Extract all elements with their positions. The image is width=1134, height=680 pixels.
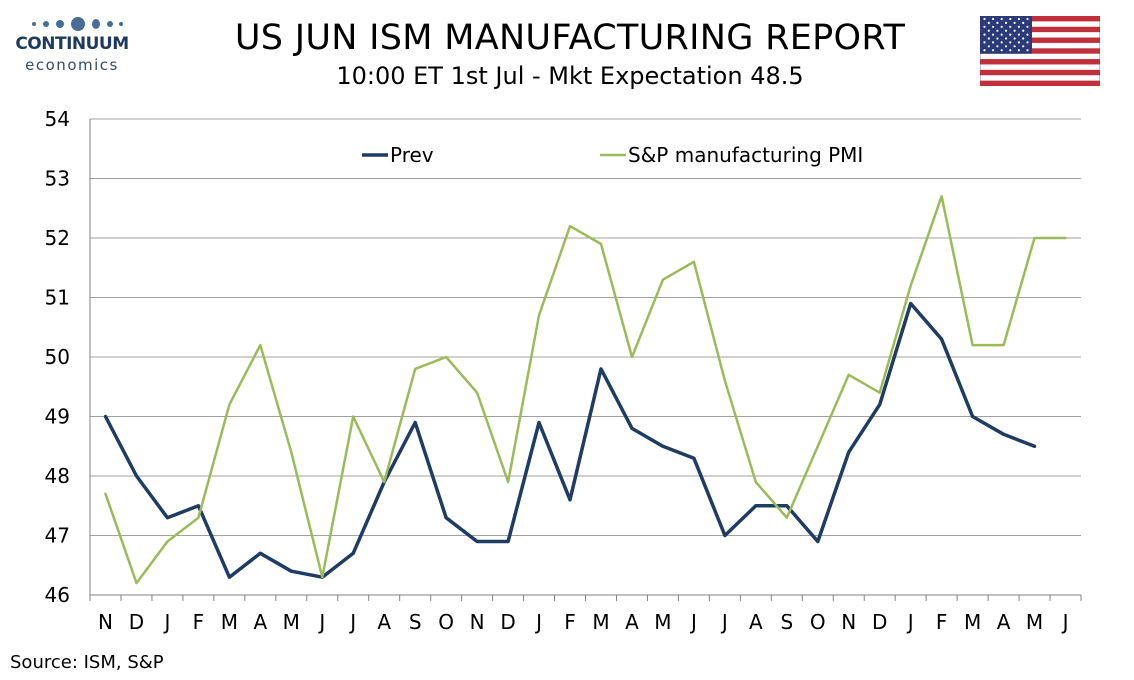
y-tick-label: 51 xyxy=(45,286,70,310)
series-line-sp-pmi xyxy=(104,195,1067,585)
y-tick-label: 47 xyxy=(45,524,70,548)
chart-subtitle: 10:00 ET 1st Jul - Mkt Expectation 48.5 xyxy=(336,62,804,90)
x-tick-label: N xyxy=(98,610,113,634)
x-tick-label: N xyxy=(470,610,485,634)
x-tick-label: J xyxy=(720,610,728,634)
y-tick-label: 53 xyxy=(45,167,70,191)
x-tick-label: M xyxy=(1026,610,1043,634)
x-tick-label: D xyxy=(129,610,144,634)
chart-title: US JUN ISM MANUFACTURING REPORT xyxy=(234,18,906,58)
x-tick-label: M xyxy=(654,610,671,634)
source-note: Source: ISM, S&P xyxy=(10,652,164,673)
x-tick-label: M xyxy=(592,610,609,634)
x-tick-label: A xyxy=(377,610,391,634)
x-tick-label: A xyxy=(749,610,763,634)
x-tick-label: J xyxy=(906,610,914,634)
x-tick-label: J xyxy=(1061,610,1069,634)
legend-label: S&P manufacturing PMI xyxy=(628,143,863,167)
series-line-prev xyxy=(103,301,1037,579)
x-tick-label: J xyxy=(348,610,356,634)
x-tick-label: J xyxy=(317,610,325,634)
x-tick-label: D xyxy=(500,610,515,634)
legend-label: Prev xyxy=(390,143,434,167)
y-tick-label: 46 xyxy=(45,583,70,607)
x-tick-label: S xyxy=(409,610,422,634)
y-tick-label: 54 xyxy=(45,107,70,131)
y-tick-label: 50 xyxy=(45,345,70,369)
x-tick-label: M xyxy=(964,610,981,634)
x-tick-label: M xyxy=(221,610,238,634)
x-tick-label: A xyxy=(625,610,639,634)
x-tick-label: A xyxy=(253,610,267,634)
x-tick-label: O xyxy=(810,610,826,634)
logo-name: CONTINUUM xyxy=(15,34,129,54)
x-tick-label: M xyxy=(283,610,300,634)
x-tick-label: N xyxy=(841,610,856,634)
x-tick-label: S xyxy=(780,610,793,634)
x-tick-label: O xyxy=(438,610,454,634)
logo-subtitle: economics xyxy=(25,56,119,74)
us-flag-icon xyxy=(980,16,1100,86)
x-tick-label: A xyxy=(997,610,1011,634)
y-tick-label: 48 xyxy=(45,464,70,488)
x-tick-label: F xyxy=(936,610,948,634)
y-tick-label: 52 xyxy=(45,226,70,250)
x-tick-label: F xyxy=(193,610,205,634)
x-tick-label: F xyxy=(564,610,576,634)
x-tick-label: J xyxy=(689,610,697,634)
x-tick-label: J xyxy=(162,610,170,634)
logo-dots-icon xyxy=(32,17,123,31)
y-tick-label: 49 xyxy=(45,405,70,429)
x-tick-label: J xyxy=(534,610,542,634)
x-tick-label: D xyxy=(872,610,887,634)
